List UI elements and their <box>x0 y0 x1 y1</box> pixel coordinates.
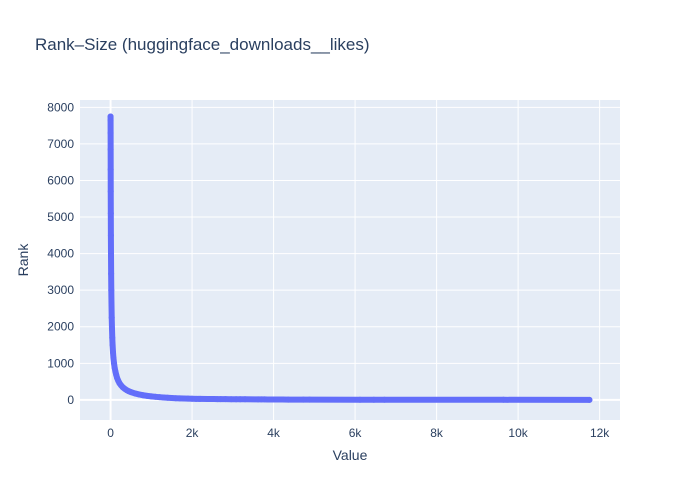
data-point <box>242 396 249 403</box>
data-point <box>500 396 507 403</box>
data-point <box>370 396 377 403</box>
data-point <box>356 396 363 403</box>
chart-title: Rank–Size (huggingface_downloads__likes) <box>35 35 370 54</box>
data-point <box>108 314 115 321</box>
x-tick-label: 2k <box>186 426 200 440</box>
data-point <box>204 395 211 402</box>
y-axis-title: Rank <box>15 243 31 277</box>
data-point <box>107 232 114 239</box>
x-tick-label: 0 <box>107 426 114 440</box>
data-point <box>255 396 262 403</box>
data-point <box>111 360 118 367</box>
data-point <box>108 301 115 308</box>
data-point <box>110 349 117 356</box>
data-point <box>107 146 114 153</box>
data-point <box>107 210 114 217</box>
data-point <box>111 364 118 371</box>
y-tick-labels: 0 1000 2000 3000 4000 5000 6000 7000 8000 <box>47 100 74 407</box>
data-point <box>109 334 116 341</box>
data-point <box>285 396 292 403</box>
data-point <box>228 396 235 403</box>
x-tick-labels: 0 2k 4k 6k 8k 10k 12k <box>107 426 610 440</box>
x-tick-label: 8k <box>430 426 444 440</box>
y-tick-label: 8000 <box>47 100 74 114</box>
data-point <box>108 287 115 294</box>
y-tick-label: 7000 <box>47 137 74 151</box>
x-tick-label: 10k <box>508 426 528 440</box>
x-tick-label: 12k <box>590 426 610 440</box>
data-point <box>107 113 114 120</box>
y-tick-label: 5000 <box>47 210 74 224</box>
plot-background <box>80 100 620 420</box>
data-point <box>279 396 286 403</box>
y-tick-label: 6000 <box>47 173 74 187</box>
data-point <box>108 325 115 332</box>
data-point <box>107 188 114 195</box>
x-axis-title: Value <box>333 447 368 463</box>
data-point <box>108 252 115 259</box>
data-point <box>109 342 116 349</box>
grid <box>80 100 620 420</box>
data-point <box>107 129 114 136</box>
data-point <box>108 270 115 277</box>
data-point <box>222 396 229 403</box>
data-point <box>233 396 240 403</box>
markers <box>107 113 593 403</box>
y-tick-label: 3000 <box>47 283 74 297</box>
data-point <box>107 166 114 173</box>
data-point <box>306 396 313 403</box>
x-tick-label: 4k <box>267 426 281 440</box>
data-point <box>381 396 388 403</box>
data-point <box>110 354 117 361</box>
y-tick-label: 0 <box>67 393 74 407</box>
y-tick-label: 1000 <box>47 356 74 370</box>
x-tick-label: 6k <box>349 426 363 440</box>
y-tick-label: 2000 <box>47 320 74 334</box>
data-point <box>300 396 307 403</box>
data-point <box>586 396 593 403</box>
y-tick-label: 4000 <box>47 247 74 261</box>
